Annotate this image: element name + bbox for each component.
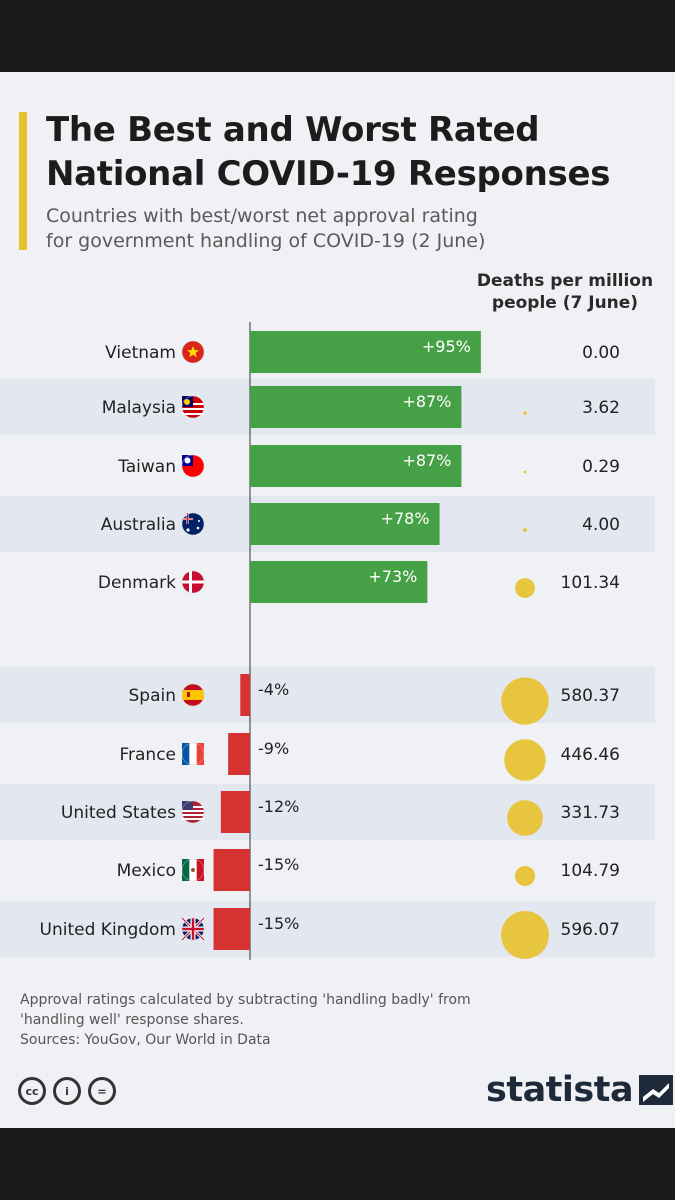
title-accent-bar — [19, 112, 27, 250]
brand-name: statista — [486, 1070, 634, 1110]
title-line-1: The Best and Worst Rated — [46, 110, 540, 150]
value-label-malaysia: +87% — [402, 392, 451, 411]
chart-title: The Best and Worst Rated National COVID-… — [46, 108, 610, 196]
death-bubble-united-kingdom — [501, 911, 549, 959]
united-states-flag-icon — [181, 800, 205, 824]
row-stripe — [0, 667, 655, 723]
death-value-malaysia: 3.62 — [582, 398, 620, 418]
malaysia-flag-icon — [181, 395, 205, 419]
bar-denmark — [250, 561, 428, 603]
bar-mexico — [213, 849, 250, 891]
united-kingdom-flag-icon — [180, 916, 206, 942]
chart-subtitle: Countries with best/worst net approval r… — [46, 204, 485, 254]
bar-australia — [250, 503, 440, 545]
bar-malaysia — [250, 386, 462, 428]
death-value-australia: 4.00 — [582, 515, 620, 535]
death-value-united-kingdom: 596.07 — [561, 920, 620, 940]
bar-taiwan — [250, 445, 462, 487]
bar-united-states — [220, 791, 250, 833]
statista-logo[interactable]: statista — [486, 1070, 674, 1110]
deaths-column-header: Deaths per million people (7 June) — [470, 270, 660, 314]
value-label-denmark: +73% — [368, 567, 417, 586]
category-label-taiwan: Taiwan — [117, 457, 176, 477]
value-label-australia: +78% — [381, 509, 430, 528]
category-label-malaysia: Malaysia — [102, 398, 176, 418]
death-bubble-spain — [501, 677, 549, 725]
footnote: Approval ratings calculated by subtracti… — [20, 990, 540, 1050]
chart: +95% Vietnam 0.00 +87% Malaysia 3.62 +87% Taiwa… — [0, 322, 655, 960]
death-value-france: 446.46 — [561, 745, 620, 765]
death-bubble-france — [504, 739, 546, 781]
infographic: The Best and Worst Rated National COVID-… — [0, 72, 675, 1128]
value-label-france: -9% — [258, 739, 289, 758]
statista-logo-icon — [639, 1075, 674, 1105]
vietnam-flag-icon — [181, 340, 205, 364]
equals-icon: = — [88, 1077, 116, 1105]
spain-flag-icon — [181, 683, 205, 707]
subtitle-line-2: for government handling of COVID-19 (2 J… — [46, 230, 486, 252]
deaths-header-line-2: people (7 June) — [491, 293, 639, 313]
bar-spain — [240, 674, 250, 716]
footnote-line-2: 'handling well' response shares. — [20, 1012, 244, 1028]
deaths-header-line-1: Deaths per million — [476, 271, 654, 291]
death-value-united-states: 331.73 — [561, 803, 620, 823]
subtitle-line-1: Countries with best/worst net approval r… — [46, 205, 478, 227]
value-label-united-kingdom: -15% — [258, 914, 299, 933]
cc-icon: cc — [18, 1077, 46, 1105]
taiwan-flag-icon — [181, 454, 205, 478]
row-stripe — [0, 784, 655, 840]
bar-vietnam — [250, 331, 481, 373]
category-label-united-kingdom: United Kingdom — [40, 920, 176, 940]
bar-france — [228, 733, 250, 775]
denmark-flag-icon — [181, 570, 205, 594]
value-label-united-states: -12% — [258, 797, 299, 816]
france-flag-icon — [181, 742, 205, 766]
death-value-taiwan: 0.29 — [582, 457, 620, 477]
death-bubble-australia — [523, 528, 527, 532]
category-label-france: France — [119, 745, 176, 765]
category-label-australia: Australia — [101, 515, 176, 535]
death-value-mexico: 104.79 — [561, 861, 620, 881]
footnote-line-1: Approval ratings calculated by subtracti… — [20, 992, 471, 1008]
category-label-mexico: Mexico — [117, 861, 176, 881]
australia-flag-icon — [181, 512, 205, 536]
value-label-mexico: -15% — [258, 855, 299, 874]
death-value-denmark: 101.34 — [561, 573, 620, 593]
license-icons: cc i = — [18, 1077, 116, 1105]
value-label-vietnam: +95% — [422, 337, 471, 356]
title-line-2: National COVID-19 Responses — [46, 154, 611, 194]
category-label-denmark: Denmark — [98, 573, 176, 593]
value-label-taiwan: +87% — [402, 451, 451, 470]
death-bubble-malaysia — [523, 411, 527, 415]
death-bubble-united-states — [507, 800, 543, 836]
mexico-flag-icon — [181, 858, 205, 882]
death-bubble-denmark — [515, 578, 535, 598]
death-bubble-taiwan — [523, 470, 527, 474]
person-icon: i — [53, 1077, 81, 1105]
death-value-vietnam: 0.00 — [582, 343, 620, 363]
category-label-vietnam: Vietnam — [105, 343, 176, 363]
death-bubble-mexico — [514, 865, 536, 887]
category-label-spain: Spain — [129, 686, 177, 706]
category-label-united-states: United States — [61, 803, 176, 823]
sources: Sources: YouGov, Our World in Data — [20, 1032, 271, 1048]
bar-united-kingdom — [213, 908, 250, 950]
death-value-spain: 580.37 — [561, 686, 620, 706]
value-label-spain: -4% — [258, 680, 289, 699]
